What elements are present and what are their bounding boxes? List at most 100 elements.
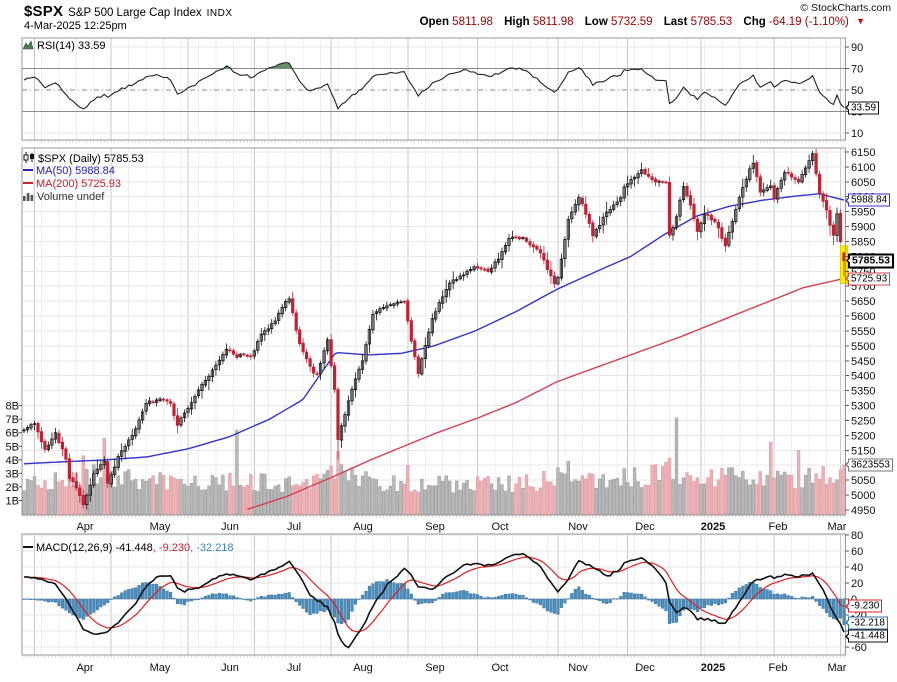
axis-tick-label: Sep xyxy=(425,521,445,533)
axis-labels: 4950500050505100515052005250530053505400… xyxy=(6,42,876,674)
axis-tick-label: 5550 xyxy=(851,326,875,338)
ma50-line-icon xyxy=(23,169,33,171)
axis-tick-label: 6150 xyxy=(851,147,875,159)
hist-legend-value: -32.218 xyxy=(196,542,234,554)
ma200-line-icon xyxy=(23,182,33,184)
candles-down xyxy=(36,148,846,509)
axis-tick-label: Mar xyxy=(828,662,847,674)
change-down-triangle-icon: ▼ xyxy=(856,16,865,26)
chg-label: Chg xyxy=(743,16,766,28)
open-value: 5811.98 xyxy=(452,16,493,28)
axis-tick-label: 6100 xyxy=(851,162,875,174)
hist-value-callout: -32.218 xyxy=(845,616,888,630)
symbol: $SPX xyxy=(24,3,64,20)
axis-tick-label: 5950 xyxy=(851,207,875,219)
axis-tick-label: 5600 xyxy=(851,311,875,323)
symbol-name: S&P 500 Large Cap Index xyxy=(68,7,202,19)
axis-tick-label: 5300 xyxy=(851,401,875,413)
rsi-area-icon xyxy=(22,40,34,54)
chg-value: -64.19 (-1.10%) xyxy=(768,16,849,28)
price-legend-label: $SPX (Daily) 5785.53 xyxy=(38,153,144,165)
last-value: 5785.53 xyxy=(690,16,733,28)
macd-legend-label: MACD(12,26,9) -41.448 xyxy=(36,542,153,554)
open-label: Open xyxy=(419,16,449,28)
panel-borders xyxy=(21,37,846,658)
axis-tick-label: Aug xyxy=(353,521,373,533)
axis-tick-label: 5B xyxy=(6,441,19,453)
volume-legend-label: Volume undef xyxy=(37,191,105,203)
last-price-callout: 5785.53 xyxy=(846,253,894,269)
axis-tick-label: 2B xyxy=(6,482,19,494)
signal-value-callout: -9.230 xyxy=(844,599,883,613)
axis-tick-label: 7B xyxy=(6,414,19,426)
axis-tick-label: Jun xyxy=(221,521,239,533)
axis-tick-label: Aug xyxy=(353,662,373,674)
axis-tick-label: 2025 xyxy=(701,521,725,533)
axis-tick-label: 5500 xyxy=(851,341,875,353)
axis-tick-label: Dec xyxy=(635,662,655,674)
axis-tick-label: 1B xyxy=(6,495,19,507)
macd-line xyxy=(23,552,845,649)
ma50-legend-label: MA(50) 5988.84 xyxy=(36,165,115,177)
rsi-legend: RSI(14) 33.59 xyxy=(22,40,106,54)
low-value: 5732.59 xyxy=(610,16,653,28)
volume-value-callout: 3623553 xyxy=(845,458,893,472)
axis-tick-label: 5200 xyxy=(851,430,875,442)
candlestick-icon xyxy=(23,152,35,167)
axis-tick-label: 4950 xyxy=(851,505,875,517)
axis-tick-label: 10 xyxy=(851,128,863,140)
axis-tick-label: 6050 xyxy=(851,177,875,189)
axis-tick-label: Mar xyxy=(828,521,847,533)
high-value: 5811.98 xyxy=(532,16,574,28)
rsi-overbought-fill xyxy=(223,65,231,69)
ma200-line xyxy=(247,277,845,511)
ma50 xyxy=(23,193,845,465)
rsi-panel xyxy=(23,61,845,110)
axis-tick-label: 20 xyxy=(851,578,863,590)
axis-tick-label: 70 xyxy=(851,64,863,76)
axis-tick-label: 50 xyxy=(851,85,863,97)
axis-tick-label: 5050 xyxy=(851,475,875,487)
axis-tick-label: Feb xyxy=(769,662,788,674)
high-label: High xyxy=(504,16,530,28)
price-legend: $SPX (Daily) 5785.53 MA(50) 5988.84 MA(2… xyxy=(23,152,144,204)
candles-up xyxy=(22,150,839,510)
axis-tick-label: 5150 xyxy=(851,445,875,457)
axis-tick-label: 5000 xyxy=(851,490,875,502)
axis-tick-label: Jun xyxy=(221,662,239,674)
macd-line-icon xyxy=(23,546,33,548)
axis-tick-label: 5650 xyxy=(851,296,875,308)
axis-tick-label: Apr xyxy=(76,662,93,674)
axis-tick-label: Jul xyxy=(287,521,301,533)
quote-bar: Open 5811.98 High 5811.98 Low 5732.59 La… xyxy=(420,16,865,28)
axis-tick-label: 5450 xyxy=(851,356,875,368)
ma50-line xyxy=(23,193,845,465)
axis-tick-label: Sep xyxy=(425,662,445,674)
volume-bars-icon xyxy=(23,192,34,205)
axis-tick-label: 40 xyxy=(851,562,863,574)
low-label: Low xyxy=(584,16,608,28)
axis-tick-label: 4B xyxy=(6,455,19,467)
volume-bars xyxy=(22,417,846,515)
last-label: Last xyxy=(663,16,688,28)
ma50-value-callout: 5988.84 xyxy=(844,193,891,207)
ma200-legend-label: MA(200) 5725.93 xyxy=(36,178,121,190)
axis-tick-label: Dec xyxy=(635,521,655,533)
axis-tick-label: May xyxy=(150,521,171,533)
axis-tick-label: Nov xyxy=(568,521,588,533)
axis-tick-label: 3B xyxy=(6,468,19,480)
axis-tick-label: 5350 xyxy=(851,386,875,398)
axis-tick-label: Jul xyxy=(287,662,301,674)
axis-tick-label: 2025 xyxy=(701,662,725,674)
chart-title: $SPX S&P 500 Large Cap Index INDX xyxy=(24,3,233,21)
axis-tick-label: 5250 xyxy=(851,415,875,427)
axis-tick-label: 5400 xyxy=(851,371,875,383)
macd-signal-line xyxy=(24,556,845,633)
rsi-legend-label: RSI(14) 33.59 xyxy=(37,40,106,52)
axis-tick-label: 5850 xyxy=(851,236,875,248)
axis-tick-label: 6B xyxy=(6,428,19,440)
axis-tick-label: 60 xyxy=(851,546,863,558)
axis-tick-label: 90 xyxy=(851,42,863,54)
